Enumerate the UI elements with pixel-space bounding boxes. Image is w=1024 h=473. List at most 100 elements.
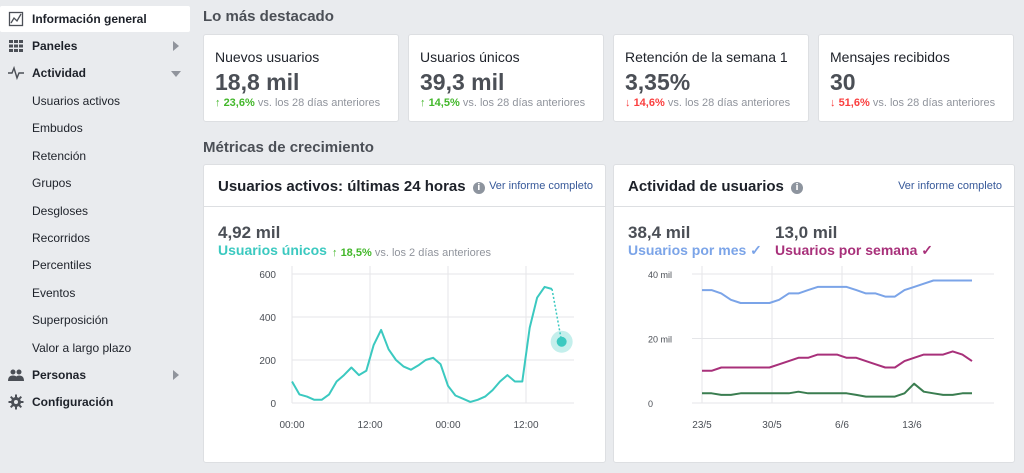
sidebar-item-label: Paneles — [32, 39, 78, 53]
sidebar-item-label: Grupos — [32, 176, 72, 190]
sidebar-item-label: Eventos — [32, 286, 76, 300]
sidebar-item-percentiles[interactable]: Percentiles — [0, 252, 190, 278]
view-full-report-link[interactable]: Ver informe completo — [489, 180, 593, 192]
sidebar-item-settings[interactable]: Configuración — [0, 389, 190, 415]
sidebar-item-label: Percentiles — [32, 258, 92, 272]
series-line-1 — [291, 285, 553, 403]
x-tick-label: 00:00 — [279, 420, 304, 431]
sidebar-item-events[interactable]: Eventos — [0, 280, 190, 306]
stat-title: Mensajes recibidos — [830, 49, 950, 65]
sidebar-item-label: Información general — [32, 12, 147, 26]
chevron-right-icon — [173, 41, 179, 51]
stat-change-arrow: ↑ — [420, 97, 426, 109]
metric-value: 4,92 mil — [218, 223, 281, 242]
legend-label: Usuarios por semana — [775, 242, 918, 258]
sidebar-item-lifetime-value[interactable]: Valor a largo plazo — [0, 335, 190, 361]
metric-change-suffix: vs. los 2 días anteriores — [374, 247, 491, 259]
sidebar-item-dashboards[interactable]: Paneles — [0, 33, 190, 59]
series-line-1 — [702, 279, 972, 304]
y-tick-label: 600 — [259, 270, 276, 281]
stat-change-pct: 14,5% — [428, 97, 460, 109]
metric-value-weekly: 13,0 mil — [775, 223, 838, 242]
stat-change-arrow: ↓ — [830, 97, 836, 109]
stat-change-pct: 51,6% — [838, 97, 870, 109]
stat-change-pct: 23,6% — [223, 97, 255, 109]
chart-card-active-users: Usuarios activos: últimas 24 horas i Ver… — [203, 164, 606, 463]
gear-icon — [8, 394, 24, 410]
sidebar-item-overlap[interactable]: Superposición — [0, 307, 190, 333]
stat-change-suffix: vs. los 28 días anteriores — [462, 97, 586, 109]
stat-change-suffix: vs. los 28 días anteriores — [872, 97, 996, 109]
sidebar-item-label: Retención — [32, 149, 87, 163]
stat-card-messages-received: Mensajes recibidos 30 ↓ 51,6% vs. los 28… — [818, 34, 1014, 122]
stat-change-suffix: vs. los 28 días anteriores — [257, 97, 381, 109]
sidebar-item-cohorts[interactable]: Grupos — [0, 170, 190, 196]
y-tick-label: 20 mil — [648, 335, 672, 345]
sidebar-item-funnels[interactable]: Embudos — [0, 115, 190, 141]
legend-toggle-monthly[interactable]: Usuarios por mes ✓ — [628, 242, 762, 259]
y-tick-label: 0 — [648, 399, 653, 409]
stat-value: 18,8 mil — [215, 69, 300, 95]
view-full-report-link[interactable]: Ver informe completo — [898, 180, 1002, 192]
stat-change: ↓ 51,6% vs. los 28 días anteriores — [830, 97, 995, 109]
y-tick-label: 400 — [259, 313, 276, 324]
active-users-line-chart: 0 200 400 600 00:00 12:00 00:00 12:00 — [259, 266, 574, 431]
pulse-icon — [8, 65, 24, 81]
stat-title: Retención de la semana 1 — [625, 49, 788, 65]
check-icon: ✓ — [921, 242, 934, 258]
x-tick-label: 30/5 — [762, 420, 782, 431]
metric-value-monthly: 38,4 mil — [628, 223, 691, 242]
stat-change-suffix: vs. los 28 días anteriores — [667, 97, 791, 109]
grid-icon — [9, 40, 23, 52]
y-tick-label: 40 mil — [648, 270, 672, 280]
projection-line — [551, 288, 563, 342]
sidebar-item-breakdowns[interactable]: Desgloses — [0, 198, 190, 224]
sidebar-item-people[interactable]: Personas — [0, 362, 190, 388]
chart-line-icon — [8, 11, 24, 27]
sidebar-item-retention[interactable]: Retención — [0, 143, 190, 169]
y-tick-label: 200 — [259, 356, 276, 367]
people-icon — [8, 369, 24, 381]
info-icon[interactable]: i — [472, 182, 485, 194]
x-tick-label: 12:00 — [513, 420, 538, 431]
sidebar-item-label: Usuarios activos — [32, 94, 121, 108]
sidebar-item-activity[interactable]: Actividad — [0, 60, 190, 86]
stat-title: Nuevos usuarios — [215, 49, 320, 65]
chevron-right-icon — [173, 370, 179, 380]
stat-card-unique-users: Usuarios únicos 39,3 mil ↑ 14,5% vs. los… — [408, 34, 604, 122]
sidebar-item-active-users[interactable]: Usuarios activos — [0, 88, 190, 114]
check-icon: ✓ — [750, 242, 762, 258]
legend-label: Usuarios por mes — [628, 242, 747, 258]
chart-title-text: Usuarios activos: últimas 24 horas — [218, 178, 466, 195]
sidebar: Información general Paneles Actividad Us… — [0, 0, 194, 473]
metric-change: ↑ 18,5% vs. los 2 días anteriores — [332, 247, 491, 259]
stat-value: 30 — [830, 69, 856, 95]
stat-change: ↑ 23,6% vs. los 28 días anteriores — [215, 97, 380, 109]
metric-change-arrow: ↑ — [332, 247, 338, 259]
y-tick-label: 0 — [270, 399, 276, 410]
stat-change-arrow: ↑ — [215, 97, 221, 109]
user-activity-line-chart: 0 20 mil 40 mil 23/5 30/5 6/6 13/6 — [648, 266, 994, 431]
info-icon[interactable]: i — [791, 182, 804, 194]
section-title-highlights: Lo más destacado — [203, 8, 334, 25]
stat-title: Usuarios únicos — [420, 49, 520, 65]
sidebar-item-label: Personas — [32, 368, 87, 382]
chevron-down-icon — [171, 71, 181, 77]
section-title-growth: Métricas de crecimiento — [203, 139, 374, 156]
sidebar-item-label: Superposición — [32, 313, 109, 327]
sidebar-item-label: Actividad — [32, 66, 87, 80]
series-line-3 — [702, 382, 972, 398]
sidebar-item-overview[interactable]: Información general — [0, 6, 190, 32]
chart-title: Actividad de usuarios i — [628, 178, 804, 195]
legend-toggle-weekly[interactable]: Usuarios por semana ✓ — [775, 242, 933, 259]
x-tick-label: 12:00 — [357, 420, 382, 431]
stat-change-pct: 14,6% — [633, 97, 665, 109]
sidebar-item-label: Valor a largo plazo — [32, 341, 132, 355]
sidebar-item-label: Embudos — [32, 121, 83, 135]
sidebar-item-journeys[interactable]: Recorridos — [0, 225, 190, 251]
sidebar-item-label: Recorridos — [32, 231, 91, 245]
metric-change-pct: 18,5% — [340, 247, 372, 259]
chart-header: Actividad de usuarios i Ver informe comp… — [614, 165, 1014, 207]
chart-header: Usuarios activos: últimas 24 horas i Ver… — [204, 165, 605, 207]
projection-point — [556, 336, 567, 347]
